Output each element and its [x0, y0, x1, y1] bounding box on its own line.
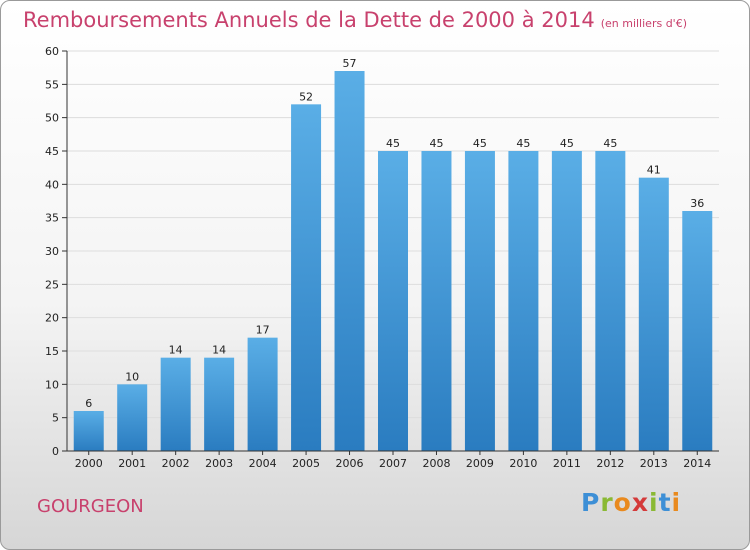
value-label-2002: 14 [169, 344, 183, 357]
value-label-2010: 45 [516, 137, 530, 150]
y-tick-label: 55 [45, 78, 59, 91]
bar-2013 [638, 177, 669, 451]
x-tick-label-2014: 2014 [683, 457, 711, 470]
value-label-2014: 36 [690, 197, 704, 210]
commune-name: GOURGEON [37, 496, 144, 517]
bar-2002 [160, 357, 191, 451]
logo-letter: o [613, 488, 632, 517]
bar-2014 [682, 211, 713, 451]
labels: 0 5 10 15 20 25 30 35 40 45 50 55 60 6 2000 10 2001 14 200… [45, 45, 711, 470]
y-tick-label: 15 [45, 345, 59, 358]
y-tick-label: 5 [52, 412, 59, 425]
value-label-2004: 17 [256, 324, 270, 337]
logo-letter: i [649, 488, 659, 517]
x-tick-label-2008: 2008 [422, 457, 450, 470]
y-tick-label: 45 [45, 145, 59, 158]
bar-2012 [595, 151, 626, 451]
x-tick-label-2009: 2009 [466, 457, 494, 470]
y-tick-label: 25 [45, 278, 59, 291]
logo-letter: P [581, 488, 601, 517]
bar-2005 [291, 104, 322, 451]
value-label-2005: 52 [299, 90, 313, 103]
proxiti-logo[interactable]: Proxiti [581, 488, 681, 517]
value-label-2009: 45 [473, 137, 487, 150]
value-label-2001: 10 [125, 370, 139, 383]
x-tick-label-2000: 2000 [75, 457, 103, 470]
x-tick-label-2012: 2012 [596, 457, 624, 470]
logo-letter: x [631, 488, 649, 517]
x-tick-label-2003: 2003 [205, 457, 233, 470]
bar-2000 [73, 411, 104, 451]
value-label-2006: 57 [343, 57, 357, 70]
x-tick-label-2005: 2005 [292, 457, 320, 470]
bar-2011 [551, 151, 582, 451]
value-label-2000: 6 [85, 397, 92, 410]
chart-title-text: Remboursements Annuels de la Dette de 20… [23, 8, 595, 32]
x-tick-label-2011: 2011 [553, 457, 581, 470]
y-tick-label: 10 [45, 378, 59, 391]
x-tick-label-2007: 2007 [379, 457, 407, 470]
bar-2007 [378, 151, 408, 451]
value-label-2011: 45 [560, 137, 574, 150]
value-label-2013: 41 [647, 164, 661, 177]
unit-note: (en milliers d'€) [600, 17, 687, 30]
y-tick-label: 50 [45, 112, 59, 125]
logo-letter: r [600, 488, 614, 517]
y-tick-label: 20 [45, 312, 59, 325]
x-tick-label-2006: 2006 [336, 457, 364, 470]
y-tick-label: 60 [45, 45, 59, 58]
x-tick-label-2001: 2001 [118, 457, 146, 470]
bar-2010 [508, 151, 539, 451]
value-label-2008: 45 [429, 137, 443, 150]
bar-2006 [334, 71, 365, 451]
x-tick-label-2010: 2010 [509, 457, 537, 470]
bar-2001 [117, 384, 148, 451]
axes [62, 50, 719, 455]
bar-2003 [204, 357, 235, 451]
bars [73, 71, 713, 451]
value-label-2012: 45 [603, 137, 617, 150]
x-tick-label-2013: 2013 [640, 457, 668, 470]
logo-letter: t [658, 488, 672, 517]
x-tick-label-2002: 2002 [162, 457, 190, 470]
bar-2004 [247, 337, 278, 451]
value-label-2007: 45 [386, 137, 400, 150]
chart-title: Remboursements Annuels de la Dette de 20… [23, 8, 687, 32]
y-tick-label: 30 [45, 245, 59, 258]
value-label-2003: 14 [212, 344, 226, 357]
logo-letter: i [671, 488, 682, 517]
y-tick-label: 40 [45, 178, 59, 191]
y-tick-label: 35 [45, 212, 59, 225]
y-tick-label: 0 [52, 445, 59, 458]
bar-2008 [421, 151, 452, 451]
x-tick-label-2004: 2004 [249, 457, 277, 470]
bar-2009 [464, 151, 495, 451]
